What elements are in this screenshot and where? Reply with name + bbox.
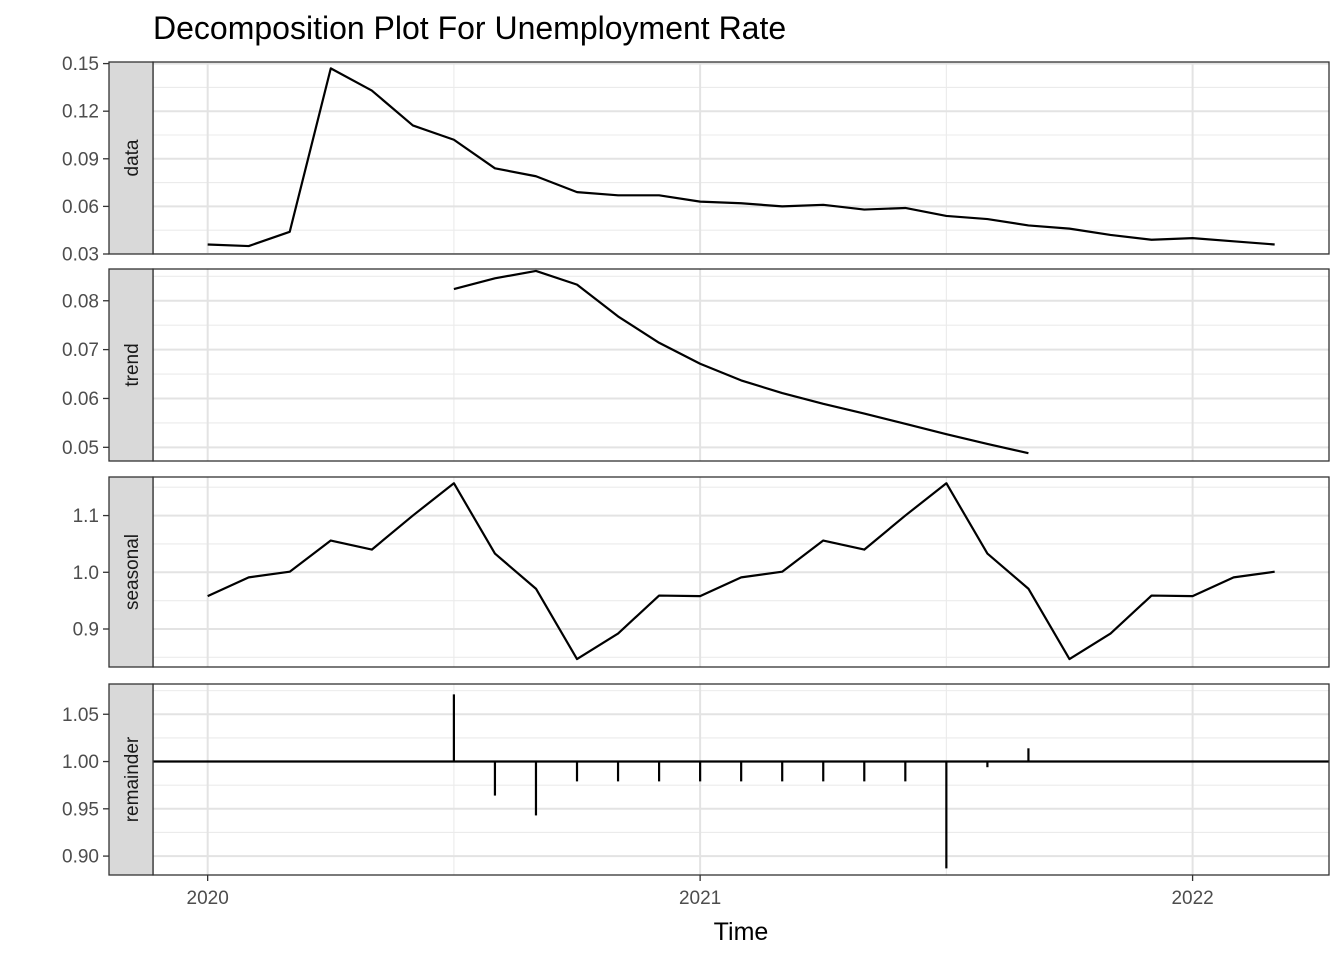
panel-strip <box>108 683 154 876</box>
y-tick-label: 0.95 <box>62 799 99 820</box>
panel-background <box>153 269 1329 461</box>
panel-strip <box>108 61 154 255</box>
series-line-data <box>207 67 1275 248</box>
panel-strip <box>108 476 154 668</box>
series-line-trend <box>453 269 1029 455</box>
panel-grid <box>153 62 1329 254</box>
series-line-seasonal <box>207 482 1275 661</box>
y-tick-label: 0.08 <box>62 291 99 312</box>
y-tick-label: 1.05 <box>62 705 99 726</box>
y-tick-label: 0.03 <box>62 245 99 266</box>
y-tick-label: 0.05 <box>62 438 99 459</box>
chart-title: Decomposition Plot For Unemployment Rate <box>153 10 786 46</box>
strip-label-data: data <box>122 139 143 176</box>
panel-data <box>453 269 1029 455</box>
panel-data <box>153 694 1329 869</box>
y-tick-label: 0.06 <box>62 389 99 410</box>
panel-seasonal: seasonal 0.9 1.0 1.1 <box>73 476 1330 668</box>
y-tick-label: 1.00 <box>62 752 99 773</box>
panel-grid <box>153 477 1329 667</box>
panel-data <box>207 482 1275 661</box>
panel-grid <box>153 269 1329 461</box>
y-tick-label: 0.06 <box>62 197 99 218</box>
y-tick-label: 0.12 <box>62 102 99 123</box>
strip-label-seasonal: seasonal <box>122 534 143 610</box>
strip-label-remainder: remainder <box>122 736 143 822</box>
x-tick-label: 2020 <box>187 888 229 909</box>
x-tick-label: 2021 <box>679 888 721 909</box>
y-tick-label: 1.0 <box>73 563 99 584</box>
panel-trend: trend 0.05 0.06 0.07 0.08 <box>62 268 1330 462</box>
strip-label-trend: trend <box>122 343 143 386</box>
y-tick-label: 0.07 <box>62 340 99 361</box>
y-tick-label: 0.09 <box>62 149 99 170</box>
panel-data: data 0.03 0.06 0.09 0.12 0.15 <box>62 54 1330 266</box>
y-tick-label: 0.90 <box>62 847 99 868</box>
x-axis-title: Time <box>714 918 769 946</box>
y-tick-label: 0.15 <box>62 54 99 75</box>
panel-remainder: remainder 0.90 0.95 1.00 1.05 <box>62 683 1330 876</box>
panel-strip <box>108 268 154 462</box>
x-axis: 2020 2021 2022 <box>187 875 1214 909</box>
x-tick-label: 2022 <box>1171 888 1213 909</box>
y-tick-label: 1.1 <box>73 506 99 527</box>
y-tick-label: 0.9 <box>73 620 99 641</box>
panels: data 0.03 0.06 0.09 0.12 0.15 trend 0.05 0.06 0.0… <box>62 54 1330 876</box>
panel-data <box>207 67 1275 248</box>
